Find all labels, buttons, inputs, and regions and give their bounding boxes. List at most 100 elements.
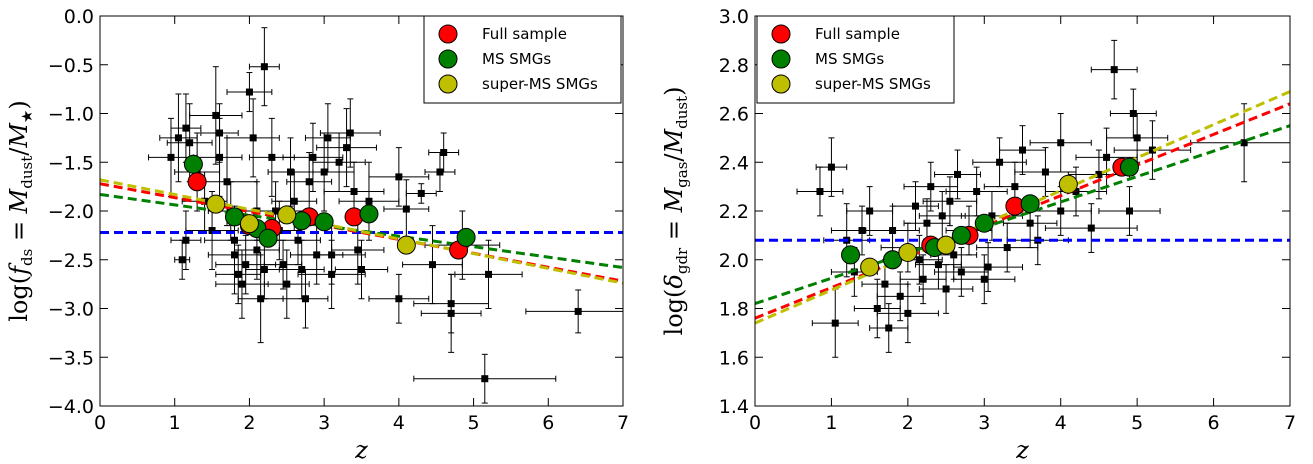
right-point-marker [954, 171, 961, 178]
left-point-marker [395, 173, 402, 180]
left-binned-point-ms-smgs [457, 228, 475, 246]
right-x-tick-label: 7 [1284, 412, 1296, 434]
right-binned-point-super-ms-smgs [937, 236, 955, 254]
right-individual-point [816, 138, 847, 197]
right-y-tick-label: 1.4 [719, 396, 749, 418]
right-individual-point [1110, 89, 1156, 138]
left-point-marker [485, 271, 492, 278]
left-binned-point-super-ms-smgs [207, 195, 225, 213]
right-binned-point-super-ms-smgs [861, 258, 879, 276]
right-point-marker [1057, 208, 1064, 215]
right-y-tick-label: 1.6 [719, 347, 749, 369]
right-individual-point [1030, 114, 1091, 173]
left-x-tick-label: 1 [169, 412, 181, 434]
left-individual-point [384, 180, 429, 239]
right-point-marker [816, 188, 823, 195]
right-point-marker [881, 281, 888, 288]
left-individual-point [264, 250, 309, 318]
left-legend-label-super-ms-smgs: super-MS SMGs [482, 75, 598, 93]
left-point-marker [261, 63, 268, 70]
right-y-tick-label: 2.4 [719, 152, 749, 174]
right-legend-label-ms-smgs: MS SMGs [815, 50, 884, 68]
left-point-marker [246, 89, 253, 96]
right-x-tick-label: 6 [1208, 412, 1220, 434]
right-legend: Full sample MS SMGs super-MS SMGs [757, 16, 954, 103]
left-point-marker [343, 144, 350, 151]
right-x-axis-label: z [1015, 436, 1029, 464]
right-x-tick-label: 4 [1055, 412, 1067, 434]
left-point-marker [328, 271, 335, 278]
right-point-marker [946, 198, 953, 205]
right-point-marker [923, 220, 930, 227]
right-point-marker [935, 261, 942, 268]
left-individual-point [313, 133, 365, 192]
right-y-axis-label: log(δgdr = Mgas/Mdust) [660, 87, 691, 336]
left-y-tick-label: −4.0 [48, 396, 94, 418]
left-point-marker [280, 261, 287, 268]
right-x-tick-label: 1 [825, 412, 837, 434]
left-individual-point [429, 133, 459, 172]
right-legend-marker-super-ms-smgs [772, 75, 790, 93]
left-individual-point [249, 28, 279, 106]
left-point-marker [429, 261, 436, 268]
left-point-marker [302, 295, 309, 302]
right-binned-point-ms-smgs [975, 214, 993, 232]
left-binned-point-full-sample [188, 173, 206, 191]
right-y-tick-label: 2.8 [719, 55, 749, 77]
right-point-marker [958, 268, 965, 275]
left-point-marker [268, 154, 275, 161]
left-panel: 0 1 2 3 4 5 6 7 0.0 −0.5 −1.0 −1.5 −2.0 −2.5 −3.0 −3.5 −… [5, 6, 630, 464]
left-point-marker [167, 154, 174, 161]
right-y-tick-label: 2.0 [719, 250, 749, 272]
left-point-marker [216, 154, 223, 161]
left-point-marker [365, 198, 372, 205]
right-x-tick-label: 3 [978, 412, 990, 434]
left-point-marker [175, 134, 182, 141]
left-point-marker [250, 134, 257, 141]
right-point-marker [996, 159, 1003, 166]
right-point-marker [973, 188, 980, 195]
left-point-marker [358, 266, 365, 273]
right-legend-marker-full-sample [772, 25, 790, 43]
left-x-axis-label: z [354, 436, 368, 464]
left-point-marker [575, 308, 582, 315]
left-x-tick-label: 7 [617, 412, 629, 434]
right-point-marker [912, 203, 919, 210]
right-individual-point [847, 187, 893, 236]
left-individual-point [216, 245, 261, 304]
right-point-marker [904, 310, 911, 317]
left-y-tick-label: 0.0 [64, 6, 94, 28]
right-point-marker [927, 183, 934, 190]
right-point-marker [1019, 147, 1026, 154]
right-point-marker [1027, 220, 1034, 227]
right-legend-marker-ms-smgs [772, 50, 790, 68]
left-individual-point [425, 153, 455, 192]
left-individual-point [171, 94, 201, 162]
left-point-marker [347, 130, 354, 137]
left-legend: Full sample MS SMGs super-MS SMGs [424, 16, 621, 103]
right-y-tick-label: 2.2 [719, 201, 749, 223]
left-x-tick-label: 3 [318, 412, 330, 434]
right-x-tick-label: 5 [1131, 412, 1143, 434]
left-point-marker [336, 159, 343, 166]
right-point-marker [981, 276, 988, 283]
left-point-marker [395, 295, 402, 302]
left-point-marker [238, 281, 245, 288]
left-y-tick-label: −2.5 [48, 250, 94, 272]
left-x-tick-label: 4 [393, 412, 405, 434]
left-individual-point [406, 184, 436, 204]
right-point-marker [916, 256, 923, 263]
right-y-tick-label: 3.0 [719, 6, 749, 28]
right-individual-point [877, 284, 938, 343]
right-binned-point-super-ms-smgs [899, 243, 917, 261]
left-individual-point [283, 270, 328, 329]
left-point-marker [354, 247, 361, 254]
left-y-tick-label: −2.0 [48, 201, 94, 223]
right-y-tick-label: 2.6 [719, 104, 749, 126]
right-y-tick-label: 1.8 [719, 299, 749, 321]
left-binned-point-ms-smgs [259, 229, 277, 247]
left-point-marker [186, 139, 193, 146]
left-legend-label-ms-smgs: MS SMGs [482, 50, 551, 68]
left-x-tick-label: 5 [468, 412, 480, 434]
